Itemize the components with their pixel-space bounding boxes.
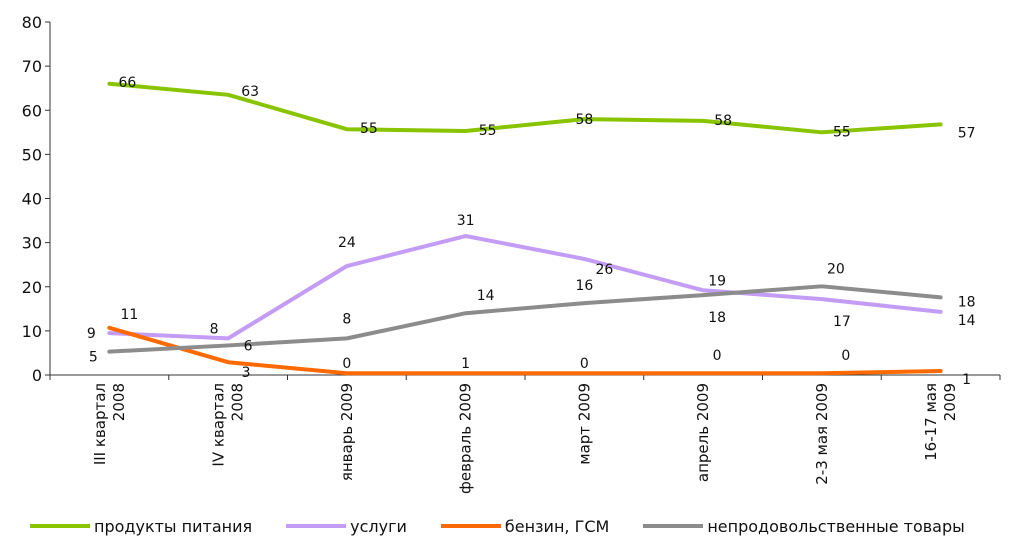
data-label: 19 [708, 273, 726, 289]
legend-item-4: непродовольственные товары [643, 516, 965, 536]
series-line-2 [107, 234, 943, 341]
data-label: 58 [575, 112, 593, 128]
data-label: 18 [708, 310, 726, 326]
data-label: 58 [714, 113, 732, 129]
data-label: 55 [833, 124, 851, 140]
legend-label: бензин, ГСМ [504, 516, 610, 536]
y-tick-label: 10 [22, 322, 42, 341]
data-label: 6 [244, 338, 253, 354]
data-label: 24 [338, 235, 356, 251]
data-label: 0 [713, 348, 722, 364]
y-tick-label: 60 [22, 101, 42, 120]
series-line-4 [107, 284, 943, 354]
data-label: 5 [89, 350, 98, 366]
data-label: 63 [241, 84, 259, 100]
data-label: 57 [958, 125, 976, 141]
y-tick-label: 70 [22, 57, 42, 76]
data-label: 1 [461, 356, 470, 372]
series-line-1 [107, 81, 943, 135]
y-tick-label: 80 [22, 13, 42, 32]
data-label: 16 [575, 278, 593, 294]
x-tick-label-line: март 2009 [575, 383, 593, 465]
data-label: 66 [118, 75, 136, 91]
x-tick-label: IV квартал 2008 [210, 383, 247, 467]
x-tick-label-line: апрель 2009 [694, 383, 712, 482]
x-tick-label-line: февраль 2009 [457, 383, 475, 494]
legend-label: непродовольственные товары [707, 516, 965, 536]
x-tick-label-line: IV квартал [210, 383, 228, 467]
x-tick-label: март 2009 [575, 383, 593, 465]
data-label: 8 [342, 311, 351, 327]
x-tick-label-line: 2008 [110, 383, 128, 421]
data-label: 14 [958, 313, 976, 329]
legend-swatch [30, 524, 90, 528]
data-label: 0 [342, 356, 351, 372]
data-label: 14 [477, 288, 495, 304]
x-tick-label-line: 2009 [941, 383, 959, 421]
data-label: 1 [962, 372, 971, 388]
x-tick-label: январь 2009 [338, 383, 356, 481]
x-tick-label: апрель 2009 [694, 383, 712, 482]
y-tick-label: 20 [22, 278, 42, 297]
data-label: 0 [580, 356, 589, 372]
data-label: 3 [242, 365, 251, 381]
legend-item-2: услуги [286, 517, 407, 536]
data-label: 0 [841, 348, 850, 364]
x-tick-label: 16-17 мая 2009 [922, 383, 959, 461]
x-tick-label-line: 16-17 мая [922, 383, 940, 461]
legend-swatch [440, 524, 501, 528]
data-label: 26 [595, 262, 613, 278]
y-tick-label: 40 [22, 190, 42, 209]
legend-swatch [643, 524, 704, 528]
data-label: 11 [120, 307, 138, 323]
data-label: 18 [958, 294, 976, 310]
x-tick-label-line: январь 2009 [338, 383, 356, 481]
legend-label: продукты питания [94, 516, 253, 536]
x-tick-label-line: 2-3 мая 2009 [813, 383, 831, 485]
legend-item-1: продукты питания [30, 517, 252, 536]
legend-item-3: бензин, ГСМ [440, 516, 610, 536]
data-label: 55 [360, 121, 378, 137]
data-label: 20 [827, 261, 845, 277]
legend: продукты питания услуги бензин, ГСМ непродо… [30, 515, 1020, 537]
y-tick-label: 50 [22, 145, 42, 164]
data-label: 17 [833, 314, 851, 330]
x-tick-label-line: III квартал [91, 383, 109, 465]
data-label: 9 [87, 326, 96, 342]
data-label: 31 [457, 213, 475, 229]
legend-label: услуги [350, 516, 407, 536]
x-tick-label: III квартал 2008 [91, 383, 128, 465]
y-tick-label: 30 [22, 234, 42, 253]
x-tick-label: февраль 2009 [457, 383, 475, 494]
x-tick-label: 2-3 мая 2009 [813, 383, 831, 485]
data-label: 8 [210, 321, 219, 337]
series-line-3 [107, 325, 943, 376]
x-tick-label-line: 2008 [229, 383, 247, 421]
y-tick-label: 0 [32, 366, 42, 385]
data-label: 55 [479, 123, 497, 139]
legend-swatch [286, 524, 347, 528]
series-lines [107, 81, 943, 376]
